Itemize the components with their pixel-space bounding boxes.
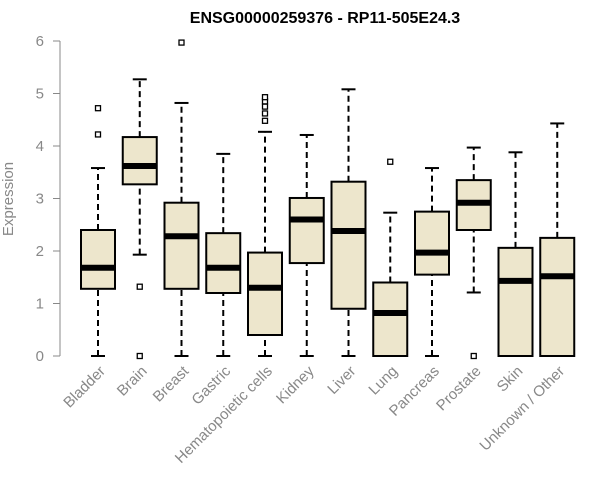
- iqr-box: [372, 281, 409, 357]
- x-tick-label: Kidney: [273, 362, 318, 407]
- y-tick-label: 4: [36, 138, 44, 155]
- x-tick-label: Skin: [494, 363, 527, 396]
- iqr-box: [163, 201, 200, 290]
- y-axis-label: Expression: [0, 162, 17, 236]
- box-bladder: [80, 105, 116, 357]
- y-tick-label: 0: [36, 348, 44, 365]
- iqr-box: [247, 251, 283, 336]
- box-prostate: [455, 146, 492, 360]
- box-lung: [372, 158, 409, 357]
- y-tick-label: 2: [36, 243, 44, 260]
- boxes-group: [80, 39, 576, 360]
- box-kidney: [288, 133, 325, 357]
- iqr-box: [414, 210, 450, 276]
- y-tick-label: 3: [36, 191, 44, 208]
- x-tick-label: Lung: [365, 363, 401, 399]
- box-liver: [330, 88, 367, 357]
- iqr-box: [497, 246, 534, 358]
- y-tick-label: 6: [36, 33, 44, 50]
- outlier-point: [178, 39, 185, 46]
- y-axis-ticks: 0 1 2 3 4 5 6: [36, 33, 60, 365]
- outlier-point: [94, 105, 102, 112]
- x-tick-label: Bladder: [60, 363, 109, 412]
- outlier-point: [94, 131, 102, 138]
- iqr-box: [121, 136, 158, 186]
- box-unknown-other: [539, 122, 576, 357]
- x-tick-label: Breast: [150, 362, 193, 405]
- iqr-box: [288, 196, 325, 265]
- box-hematopoietic-cells: [247, 94, 283, 357]
- box-skin: [497, 151, 534, 358]
- outlier-point: [261, 110, 269, 117]
- x-tick-label: Prostate: [433, 363, 485, 415]
- iqr-box: [539, 236, 576, 357]
- box-brain: [121, 78, 158, 360]
- outlier-point: [387, 158, 394, 165]
- iqr-box: [80, 229, 116, 290]
- outlier-point: [136, 352, 143, 360]
- iqr-box: [330, 180, 367, 310]
- y-tick-label: 5: [36, 86, 44, 103]
- box-breast: [163, 39, 200, 357]
- outlier-point: [261, 117, 269, 124]
- x-tick-label: Liver: [324, 363, 359, 398]
- iqr-box: [205, 232, 242, 294]
- y-tick-label: 1: [36, 296, 44, 313]
- box-pancreas: [414, 167, 450, 357]
- x-tick-label: Brain: [114, 363, 151, 400]
- box-gastric: [205, 152, 242, 357]
- outlier-point: [261, 94, 269, 101]
- chart-title: ENSG00000259376 - RP11-505E24.3: [190, 10, 461, 27]
- outlier-point: [470, 352, 477, 360]
- outlier-point: [136, 283, 143, 290]
- outlier-point: [261, 103, 269, 110]
